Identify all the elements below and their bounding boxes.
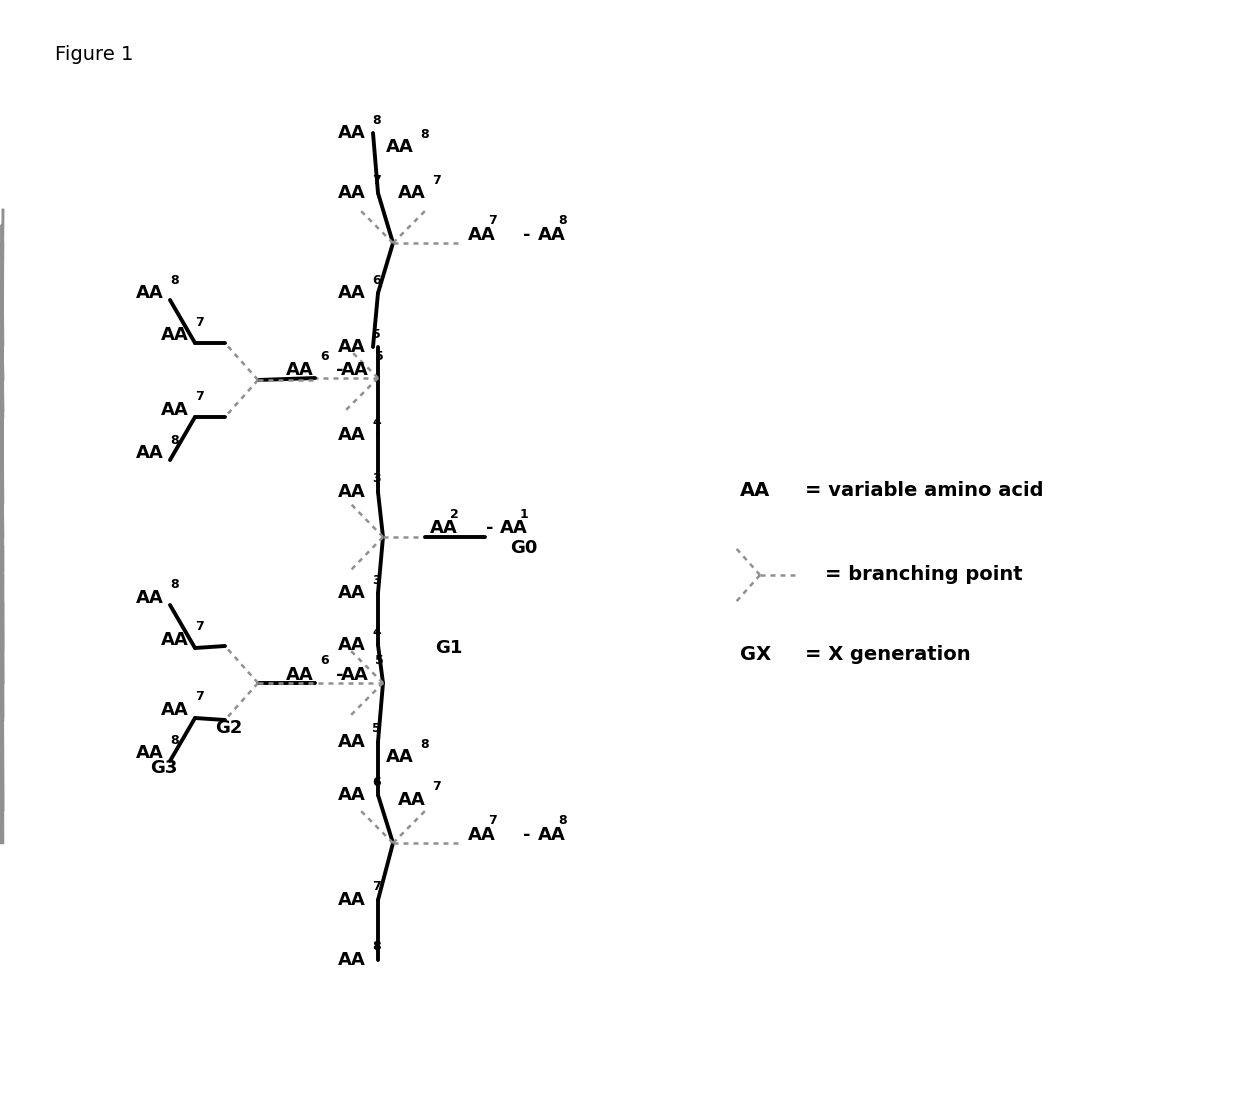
Text: AA: AA	[740, 480, 770, 500]
Text: -: -	[336, 360, 343, 379]
Text: AA: AA	[161, 701, 188, 719]
Text: 8: 8	[170, 733, 179, 746]
Text: Figure 1: Figure 1	[55, 45, 134, 65]
Text: AA: AA	[339, 891, 366, 909]
Text: 7: 7	[195, 315, 203, 329]
Text: 6: 6	[372, 776, 381, 788]
Text: 3: 3	[372, 473, 381, 486]
Text: AA: AA	[339, 733, 366, 751]
Text: AA: AA	[500, 519, 528, 537]
Text: 7: 7	[195, 621, 203, 633]
Text: 4: 4	[372, 625, 381, 639]
Text: AA: AA	[386, 748, 414, 766]
Text: 5: 5	[374, 655, 383, 667]
Text: AA: AA	[286, 666, 314, 684]
Text: AA: AA	[467, 226, 496, 244]
Text: 2: 2	[450, 508, 459, 521]
Text: 3: 3	[372, 574, 381, 587]
Text: AA: AA	[398, 791, 425, 809]
Text: 8: 8	[558, 814, 567, 828]
Text: AA: AA	[136, 744, 164, 762]
Text: AA: AA	[538, 826, 565, 844]
Text: G3: G3	[150, 759, 177, 777]
Text: -: -	[486, 519, 494, 537]
Text: G0: G0	[510, 539, 537, 557]
Text: 8: 8	[420, 127, 429, 141]
Text: -: -	[336, 666, 343, 684]
Text: 6: 6	[320, 349, 329, 363]
Text: 6: 6	[372, 274, 381, 287]
Text: G1: G1	[435, 639, 463, 657]
Text: 8: 8	[420, 737, 429, 751]
Text: 8: 8	[372, 113, 381, 126]
Text: AA: AA	[341, 360, 368, 379]
Text: 7: 7	[372, 174, 381, 187]
Text: 8: 8	[170, 274, 179, 287]
Text: AA: AA	[538, 226, 565, 244]
Text: 6: 6	[320, 655, 329, 667]
Text: 7: 7	[195, 390, 203, 403]
Text: AA: AA	[161, 631, 188, 650]
Text: AA: AA	[339, 584, 366, 602]
Text: 5: 5	[372, 722, 381, 735]
Text: AA: AA	[386, 138, 414, 156]
Text: GX: GX	[740, 645, 771, 665]
Text: AA: AA	[136, 284, 164, 302]
Text: AA: AA	[341, 666, 368, 684]
Text: AA: AA	[161, 401, 188, 419]
Text: 8: 8	[372, 941, 381, 954]
Text: -: -	[523, 226, 531, 244]
Text: AA: AA	[339, 338, 366, 356]
Text: AA: AA	[339, 786, 366, 804]
Text: 7: 7	[432, 174, 440, 187]
Text: -: -	[523, 826, 531, 844]
Text: AA: AA	[467, 826, 496, 844]
Text: AA: AA	[430, 519, 458, 537]
Text: AA: AA	[339, 482, 366, 501]
Text: 5: 5	[372, 328, 381, 341]
Text: 7: 7	[195, 690, 203, 703]
Text: 7: 7	[372, 880, 381, 893]
Text: AA: AA	[339, 284, 366, 302]
Text: AA: AA	[161, 326, 188, 344]
Text: 7: 7	[432, 780, 440, 793]
Text: AA: AA	[286, 360, 314, 379]
Text: G2: G2	[215, 719, 242, 737]
Text: AA: AA	[339, 124, 366, 142]
Text: 5: 5	[374, 349, 383, 363]
Text: = X generation: = X generation	[805, 645, 971, 665]
Text: 8: 8	[558, 214, 567, 227]
Text: AA: AA	[339, 636, 366, 654]
Text: 1: 1	[520, 508, 528, 521]
Text: = variable amino acid: = variable amino acid	[805, 480, 1044, 500]
Text: 8: 8	[170, 433, 179, 446]
Text: = branching point: = branching point	[825, 566, 1023, 585]
Text: 7: 7	[489, 814, 497, 828]
Text: AA: AA	[136, 589, 164, 607]
Text: AA: AA	[339, 951, 366, 969]
Text: AA: AA	[339, 426, 366, 444]
Text: 8: 8	[170, 578, 179, 591]
Text: AA: AA	[339, 184, 366, 202]
Text: AA: AA	[136, 444, 164, 462]
Text: 7: 7	[489, 214, 497, 227]
Text: 4: 4	[372, 415, 381, 429]
Text: AA: AA	[398, 184, 425, 202]
